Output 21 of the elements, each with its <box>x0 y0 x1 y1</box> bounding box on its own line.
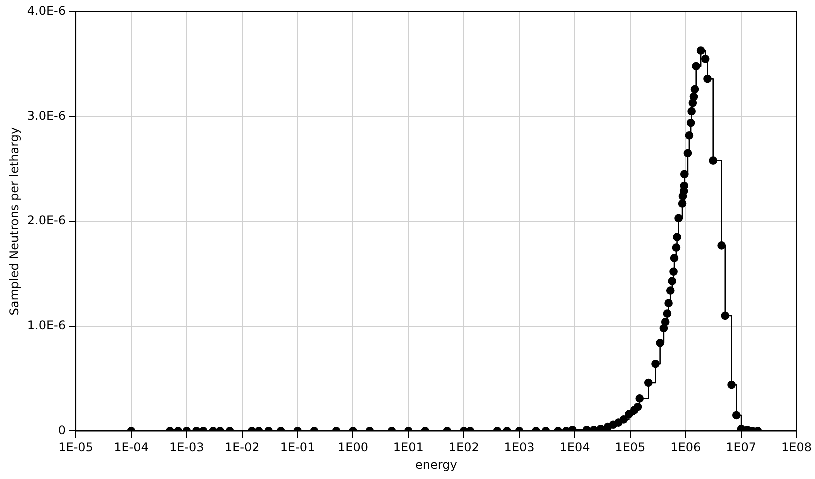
x-tick-label: 1E02 <box>448 440 480 455</box>
x-tick-label: 1E-01 <box>280 440 316 455</box>
x-tick-label: 1E-04 <box>114 440 149 455</box>
y-tick-label: 1.0E-6 <box>27 318 66 333</box>
y-tick-label: 0 <box>58 423 66 438</box>
x-tick-label: 1E06 <box>670 440 702 455</box>
x-tick-label: 1E08 <box>782 440 812 455</box>
x-tick-label: 1E03 <box>504 440 535 455</box>
y-tick-label: 4.0E-6 <box>27 4 66 18</box>
y-tick-label: 2.0E-6 <box>27 214 66 228</box>
y-axis-title: Sampled Neutrons per lethargy <box>7 127 22 316</box>
x-tick-label: 1E-02 <box>224 440 260 455</box>
x-tick-label: 1E-05 <box>58 440 94 455</box>
x-tick-label: 1E01 <box>393 440 424 455</box>
x-tick-label: 1E07 <box>726 440 757 455</box>
x-tick-label: 1E00 <box>338 440 368 455</box>
x-axis-title: energy <box>415 458 458 472</box>
x-tick-label: 1E04 <box>560 440 590 455</box>
x-tick-label: 1E-03 <box>170 440 204 455</box>
y-tick-label: 3.0E-6 <box>27 108 66 123</box>
x-tick-label: 1E05 <box>615 440 646 455</box>
